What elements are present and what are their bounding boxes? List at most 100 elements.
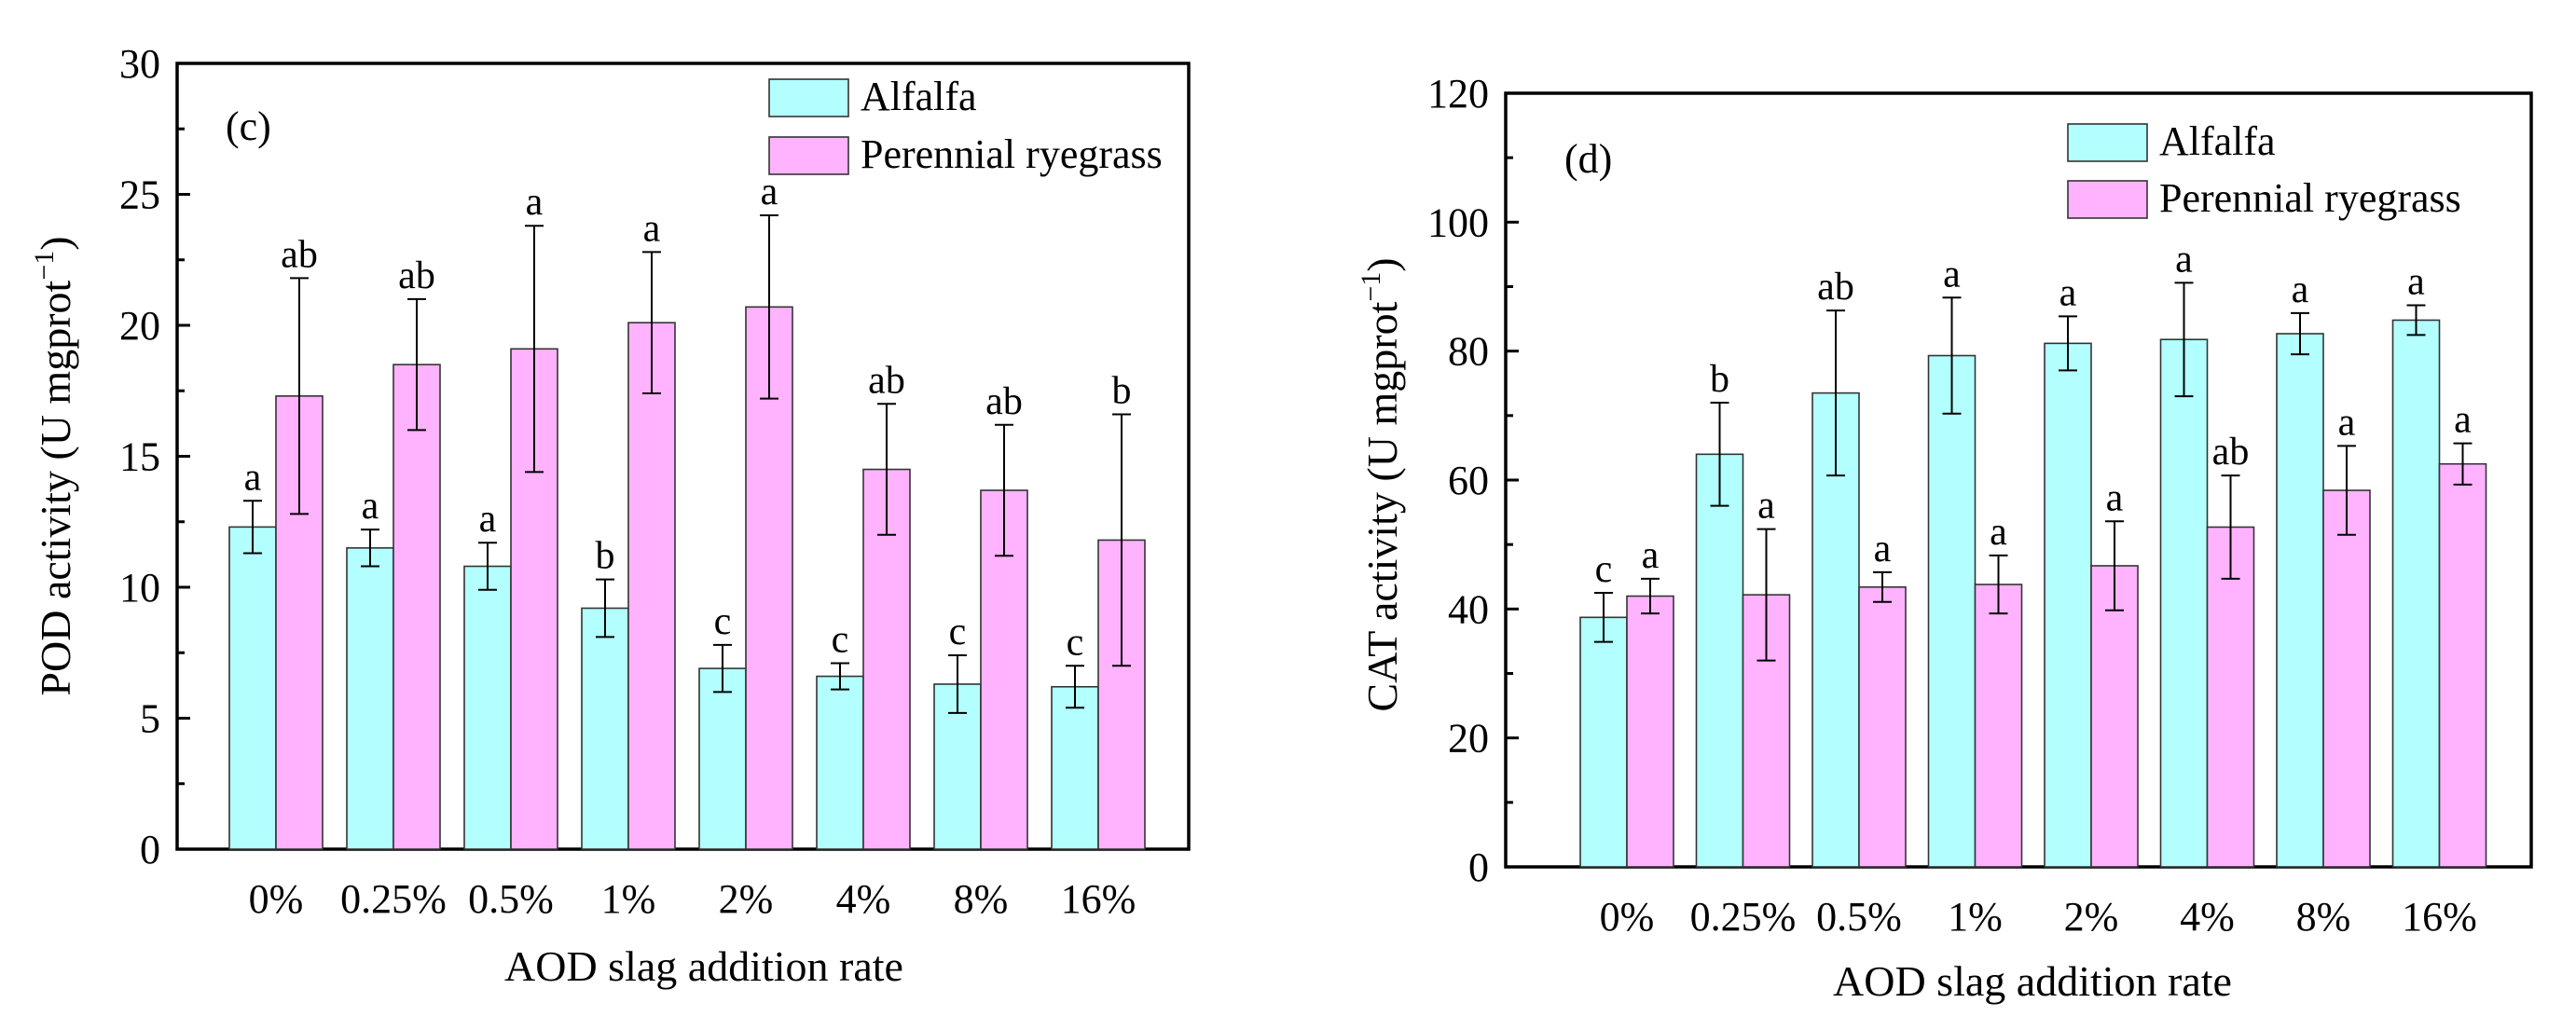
- y-tick-label: 120: [1427, 71, 1489, 117]
- significance-label: a: [2454, 399, 2472, 442]
- y-tick-label: 60: [1448, 458, 1489, 503]
- x-tick-label: 4%: [2180, 894, 2235, 940]
- legend-label: Perennial ryegrass: [861, 131, 1163, 177]
- significance-label: ab: [868, 359, 905, 402]
- significance-label: a: [2059, 271, 2077, 314]
- y-tick-label: 15: [119, 434, 160, 480]
- bar-alfalfa: [816, 675, 864, 850]
- bar-alfalfa: [346, 547, 394, 850]
- legend-swatch: [768, 78, 849, 117]
- significance-label: a: [2106, 476, 2124, 519]
- y-axis-title: CAT activity (U mgprot−1): [1356, 257, 1406, 711]
- x-tick-label: 16%: [1061, 876, 1136, 922]
- significance-label: a: [1642, 534, 1660, 577]
- bar-ryegrass: [2438, 462, 2487, 868]
- x-tick-label: 0.25%: [340, 876, 447, 922]
- significance-label: b: [1112, 370, 1132, 413]
- y-tick-label: 30: [119, 41, 160, 87]
- x-tick-label: 1%: [601, 876, 656, 922]
- labels: 0% 0.25% 0.5% 1% 2% 4% 8% 16% c b ab a a a a a a a a a a ab a a: [1595, 238, 2477, 940]
- significance-label: ab: [281, 233, 318, 276]
- significance-label: ab: [985, 380, 1023, 423]
- bar-alfalfa: [2159, 338, 2209, 868]
- x-axis-title: AOD slag addition rate: [504, 942, 903, 990]
- bar-ryegrass: [1626, 595, 1674, 868]
- significance-label: a: [1943, 253, 1961, 295]
- bar-ryegrass: [2206, 526, 2255, 868]
- legend-label: Alfalfa: [2159, 118, 2276, 164]
- significance-label: c: [949, 611, 967, 653]
- x-tick-label: 16%: [2402, 894, 2477, 940]
- x-tick-label: 2%: [719, 876, 774, 922]
- error-bars: [1594, 282, 2473, 662]
- legend-swatch: [2067, 180, 2148, 219]
- y-axis-ticks: 0 5 10 15 20 25 30: [119, 41, 190, 872]
- significance-label: b: [1710, 358, 1729, 401]
- y-tick-label: 0: [140, 827, 160, 872]
- x-tick-label: 8%: [2296, 894, 2351, 940]
- x-tick-label: 8%: [954, 876, 1009, 922]
- y-tick-label: 100: [1427, 199, 1489, 245]
- significance-label: c: [1595, 548, 1613, 591]
- x-tick-label: 0%: [249, 876, 304, 922]
- significance-label: a: [1990, 511, 2007, 554]
- bar-alfalfa: [1579, 616, 1628, 868]
- legend: Alfalfa Perennial ryegrass: [2067, 118, 2461, 221]
- bar-alfalfa: [1051, 685, 1099, 850]
- significance-label: ab: [398, 254, 435, 297]
- panel-label: (c): [226, 103, 271, 149]
- bar-alfalfa: [2276, 333, 2324, 868]
- significance-label: ab: [1817, 266, 1854, 309]
- x-tick-label: 0%: [1600, 894, 1655, 940]
- chart-panel-d: 0 20 40 60 80 100 120 0% 0.25% 0.5% 1% 2% 4% 8% 16% c b…: [1356, 71, 2533, 1005]
- x-tick-label: 0.5%: [468, 876, 554, 922]
- significance-label: c: [714, 600, 732, 643]
- bar-alfalfa: [1927, 354, 1977, 868]
- y-tick-label: 20: [1448, 716, 1489, 762]
- x-tick-label: 0.25%: [1690, 894, 1797, 940]
- legend-swatch: [2067, 123, 2148, 162]
- bar-alfalfa: [581, 607, 629, 850]
- significance-label: a: [2292, 268, 2309, 311]
- legend-swatch: [768, 136, 849, 175]
- significance-label: a: [2338, 401, 2356, 444]
- x-tick-label: 4%: [836, 876, 891, 922]
- y-tick-label: 40: [1448, 586, 1489, 632]
- x-tick-label: 2%: [2064, 894, 2119, 940]
- y-tick-label: 80: [1448, 329, 1489, 375]
- y-tick-label: 20: [119, 303, 160, 349]
- bar-alfalfa: [1695, 453, 1744, 868]
- bar-ryegrass: [1974, 584, 2023, 868]
- panel-label: (d): [1564, 136, 1612, 182]
- bars: [228, 306, 1146, 850]
- bar-alfalfa: [698, 667, 747, 850]
- bar-ryegrass: [862, 468, 911, 850]
- legend-label: Perennial ryegrass: [2159, 175, 2461, 221]
- significance-label: a: [526, 181, 544, 224]
- bar-alfalfa: [228, 526, 277, 850]
- significance-label: a: [479, 498, 497, 541]
- legend: Alfalfa Perennial ryegrass: [768, 74, 1163, 177]
- x-tick-label: 1%: [1948, 894, 2003, 940]
- error-bars: [243, 213, 1131, 714]
- significance-label: a: [643, 207, 661, 250]
- bar-alfalfa: [463, 565, 512, 850]
- y-axis-title: POD activity (U mgprot−1): [29, 236, 79, 695]
- significance-label: a: [362, 485, 379, 528]
- bar-ryegrass: [1858, 586, 1907, 868]
- significance-label: a: [761, 171, 778, 213]
- significance-label: a: [2407, 261, 2425, 304]
- significance-label: c: [832, 618, 849, 661]
- bar-ryegrass: [393, 364, 441, 850]
- bar-alfalfa: [2044, 342, 2092, 868]
- y-tick-label: 10: [119, 565, 160, 611]
- legend-label: Alfalfa: [861, 74, 977, 119]
- significance-label: a: [2175, 238, 2193, 281]
- significance-label: b: [596, 535, 615, 578]
- x-axis-title: AOD slag addition rate: [1833, 957, 2232, 1005]
- bar-alfalfa: [2391, 319, 2441, 868]
- plot-frame: [175, 62, 1191, 851]
